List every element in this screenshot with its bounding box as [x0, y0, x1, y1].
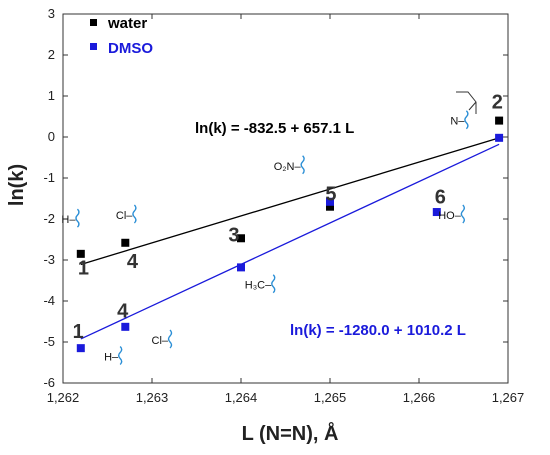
y-axis-title: ln(k)	[6, 164, 28, 206]
compound-number-label: 1	[78, 257, 89, 279]
dimethylamino-structure-icon	[456, 91, 477, 114]
x-tick-label: 1,267	[492, 390, 525, 405]
point-water	[121, 238, 130, 247]
x-tick-label: 1,266	[403, 390, 436, 405]
point-water	[76, 249, 85, 258]
y-tick-label: -6	[43, 375, 55, 390]
y-tick-label: 3	[48, 6, 55, 21]
substituent-label: N–	[450, 116, 465, 128]
point-dmso	[495, 133, 504, 142]
substituent-label: H₃C–	[245, 280, 272, 292]
substituent-label: Cl–	[116, 210, 133, 222]
wavy-bond-icon	[300, 155, 305, 175]
substituent-label: HO–	[438, 210, 462, 222]
y-tick-label: 0	[48, 129, 55, 144]
point-dmso	[76, 344, 85, 353]
legend: water DMSO	[90, 15, 153, 57]
point-dmso	[121, 322, 130, 331]
wavy-bond-icon	[460, 204, 466, 224]
y-tick-label: -1	[43, 170, 55, 185]
point-water	[326, 202, 334, 211]
point-dmso	[432, 208, 441, 217]
y-tick-label: -2	[43, 211, 55, 226]
compound-number-label: 3	[228, 225, 239, 247]
tick-layer: -6 -5 -4 -3 -2 -1 0 1 2 3 1,262 1,263 1,264 1,265 1,26…	[43, 6, 524, 405]
x-axis-title: L (N=N), Å	[242, 421, 339, 445]
legend-marker-water	[90, 19, 97, 26]
fit-line-dmso	[80, 143, 500, 340]
x-tick-label: 1,264	[225, 390, 258, 405]
plot-border	[62, 13, 509, 384]
point-dmso	[237, 263, 245, 272]
fit-equation-water: ln(k) = -832.5 + 657.1 L	[195, 120, 354, 137]
point-dmso	[326, 197, 334, 206]
legend-label-dmso: DMSO	[108, 40, 153, 57]
compound-number-label: 2	[492, 91, 503, 113]
x-tick-label: 1,265	[314, 390, 347, 405]
wavy-bond-icon	[117, 345, 123, 365]
wavy-bond-icon	[75, 208, 80, 228]
y-tick-label: -3	[43, 252, 55, 267]
wavy-bond-icon	[271, 274, 276, 294]
substituent-label: Cl–	[152, 335, 169, 347]
compound-number-label: 5	[325, 184, 336, 206]
y-tick-label: 2	[48, 47, 55, 62]
data-points	[76, 116, 504, 353]
substituent-label: H–	[61, 214, 76, 226]
substituent-label: H–	[104, 351, 119, 363]
compound-number-label: 6	[435, 186, 446, 208]
fit-lines	[80, 137, 500, 340]
compound-number-label: 4	[127, 251, 139, 273]
fit-equation-dmso: ln(k) = -1280.0 + 1010.2 L	[290, 322, 466, 339]
legend-label-water: water	[107, 15, 147, 32]
compound-number-label: 4	[117, 300, 129, 322]
plot-frame	[62, 13, 509, 384]
wavy-bond-icon	[167, 329, 173, 349]
substituent-label: O₂N–	[274, 161, 302, 173]
fit-line-water	[80, 137, 500, 266]
x-tick-label: 1,262	[47, 390, 80, 405]
point-water	[495, 116, 504, 125]
legend-marker-dmso	[90, 43, 97, 50]
y-tick-label: -5	[43, 334, 55, 349]
wavy-bond-icon	[132, 204, 137, 224]
wavy-bond-icon	[464, 110, 469, 130]
point-annotations: 1 4 3 5 2 6 1 4 H– Cl– O₂N– H₃C– HO– H– Cl– N–	[61, 91, 503, 365]
compound-number-label: 1	[73, 321, 84, 343]
y-tick-label: -4	[43, 293, 55, 308]
y-tick-label: 1	[48, 88, 55, 103]
point-water	[237, 234, 245, 243]
x-tick-label: 1,263	[136, 390, 169, 405]
